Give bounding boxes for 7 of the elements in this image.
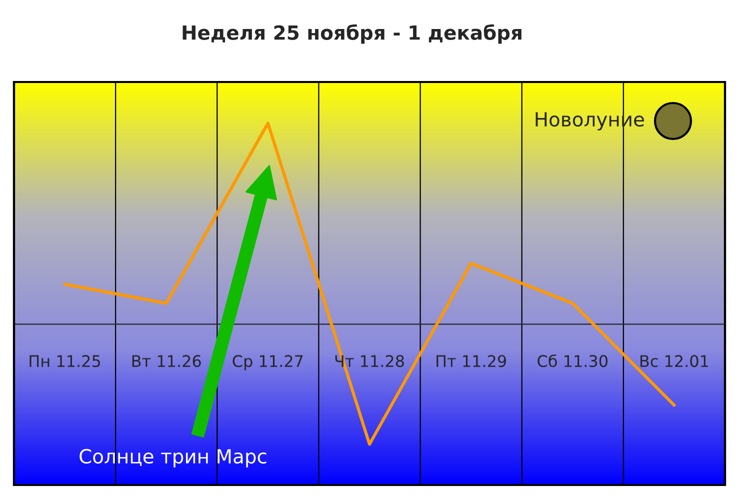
x-tick-label: Ср 11.27: [232, 355, 303, 370]
x-tick-label: Пн 11.25: [30, 355, 100, 368]
x-tick-label: Вт 11.26: [132, 355, 201, 368]
x-tick-label: Вс 12.01: [640, 355, 708, 368]
x-tick-label: Сб 11.30: [538, 354, 608, 368]
chart-title: Неделя 25 ноября - 1 декабря: [182, 24, 522, 44]
x-tick-label: Пт 11.29: [436, 355, 506, 368]
